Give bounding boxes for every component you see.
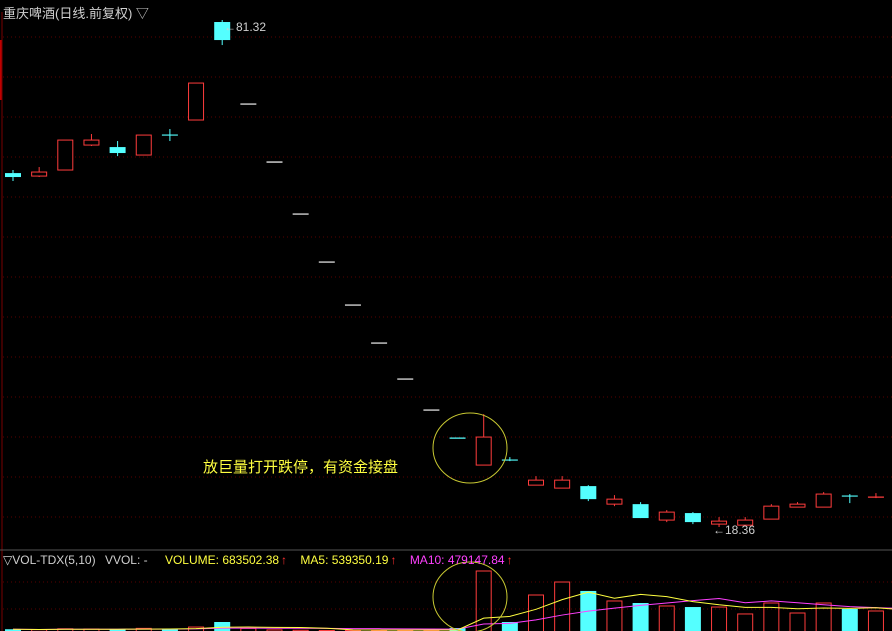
- candle-body: [83, 139, 100, 146]
- candle-body: [31, 171, 48, 177]
- volume-bar: [763, 602, 780, 631]
- volume-bar: [789, 612, 806, 631]
- candle-body: [214, 22, 231, 41]
- volume-bar: [109, 629, 126, 631]
- volume-bar: [528, 594, 544, 631]
- vvol-value: VVOL: -: [104, 553, 148, 567]
- volume-bar: [266, 629, 283, 631]
- volume-bar: [632, 602, 649, 631]
- volume-legend: ▽VOL-TDX(5,10) VVOL: - VOLUME: 683502.38…: [3, 553, 519, 567]
- candle-body: [684, 513, 701, 523]
- low-price-value: 18.36: [725, 523, 756, 537]
- candle-body: [737, 519, 754, 526]
- ma5-line: [12, 591, 892, 631]
- up-arrow-icon: ↑: [281, 553, 288, 567]
- up-arrow-icon: ↑: [390, 553, 397, 567]
- candle-body: [580, 486, 597, 500]
- volume-bar: [188, 626, 205, 631]
- volume-annotation-circle: [432, 561, 508, 631]
- volume-indicator-name[interactable]: ▽VOL-TDX(5,10): [3, 553, 96, 567]
- candle-body: [789, 503, 806, 508]
- candle-body: [763, 505, 780, 520]
- volume-bar: [318, 629, 335, 631]
- volume-bar: [161, 629, 178, 631]
- candle-body: [632, 504, 649, 519]
- volume-bar: [292, 629, 309, 631]
- annotation-text: 放巨量打开跌停，有资金接盘: [203, 459, 399, 476]
- high-price-value: 81.32: [236, 20, 267, 34]
- chart-title[interactable]: 重庆啤酒(日线.前复权) ▽: [3, 6, 149, 21]
- candle-body: [606, 498, 623, 505]
- ma5-value: MA5: 539350.19: [300, 553, 389, 567]
- volume-value: VOLUME: 683502.38: [164, 553, 280, 567]
- volume-bar: [737, 613, 754, 631]
- volume-bar: [711, 606, 728, 631]
- volume-bar: [554, 581, 571, 631]
- volume-bar: [5, 629, 21, 631]
- volume-bar: [214, 622, 231, 631]
- volume-bar: [684, 607, 701, 631]
- candle-body: [5, 173, 21, 178]
- candle-body: [188, 82, 205, 121]
- low-price-label: ←18.36: [713, 523, 756, 537]
- candle-body: [109, 147, 126, 154]
- volume-bar: [815, 602, 832, 631]
- candle-body: [815, 493, 832, 508]
- candle-body: [135, 134, 152, 156]
- ma10-value: MA10: 479147.84: [409, 553, 505, 567]
- volume-bar: [501, 622, 518, 631]
- high-price-label: ←81.32: [224, 20, 267, 34]
- up-arrow-icon: ↑: [506, 553, 513, 567]
- volume-bar: [475, 570, 492, 631]
- candle-body: [57, 139, 74, 171]
- candle-body: [475, 436, 492, 466]
- volume-bar: [606, 600, 623, 631]
- volume-bar: [344, 629, 361, 631]
- candle-body: [711, 520, 728, 525]
- volume-bar: [658, 605, 675, 631]
- ma10-line: [12, 597, 892, 630]
- volume-bar: [841, 608, 858, 631]
- candle-body: [658, 511, 675, 521]
- volume-bar: [867, 610, 884, 631]
- annotation-circle: [432, 412, 508, 484]
- candle-body: [554, 479, 571, 489]
- candle-body: [528, 479, 544, 486]
